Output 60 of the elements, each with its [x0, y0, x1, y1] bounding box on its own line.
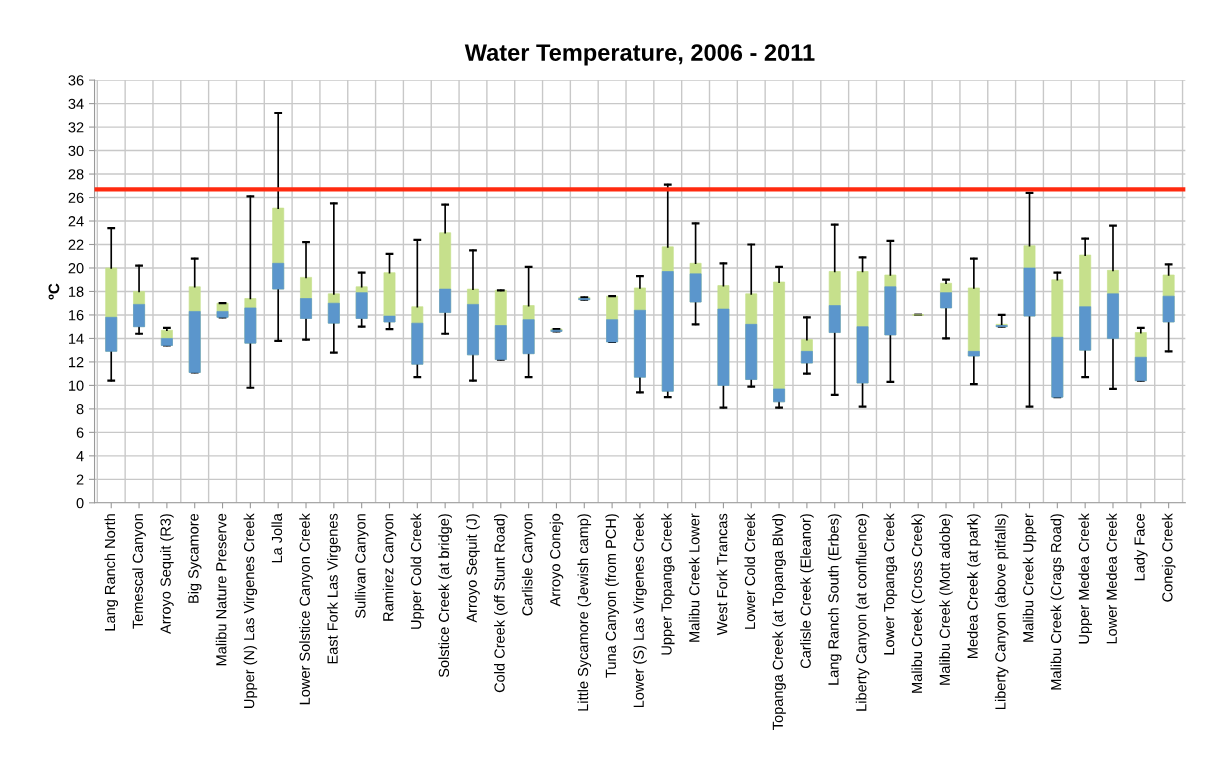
x-tick-label: Cold Creek (off Stunt Road) — [494, 514, 508, 693]
x-tick-label: Malibu Creek Lower — [688, 513, 700, 642]
x-tick-label: Lady Face — [1134, 513, 1148, 581]
y-tick-label: 14 — [69, 333, 84, 344]
y-tick-label: 18 — [69, 286, 84, 297]
x-tick-label: West Fork Trancas — [716, 513, 728, 636]
y-tick-label: 24 — [68, 216, 84, 227]
y-tick-label: 28 — [68, 169, 84, 180]
x-tick-label: Upper (N) Las Virgenes Creek — [243, 513, 258, 708]
x-tick-label: Malibu Creek (Mott adobe) — [939, 514, 953, 685]
x-tick-label: Upper Cold Creek — [410, 513, 425, 629]
y-tick-label: 16 — [69, 310, 84, 321]
y-tick-label: 34 — [68, 98, 84, 110]
x-tick-label: Conejo Creek — [1161, 513, 1176, 602]
y-tick-label: 0 — [76, 497, 84, 509]
y-tick-label: 8 — [76, 403, 84, 415]
y-tick-label: 10 — [69, 380, 84, 391]
y-tick-label: 12 — [69, 357, 84, 368]
x-tick-label: Upper Medea Creek — [1078, 513, 1092, 644]
x-tick-label: Liberty Canyon (above pitfalls) — [994, 514, 1009, 709]
x-tick-label: Little Sycamore (Jewish camp) — [577, 514, 592, 711]
x-tick-label: Medea Creek (at park) — [967, 514, 981, 658]
y-tick-label: 32 — [68, 122, 84, 133]
x-tick-label: Carlisle Creek (Eleanor) — [800, 514, 814, 669]
x-tick-label: Topanga Creek (at Topanga Blvd) — [772, 514, 786, 730]
x-tick-label: Lower Topanga Creek — [883, 513, 898, 655]
y-tick-label: 6 — [76, 427, 84, 438]
x-tick-label: Sullivan Canyon — [354, 514, 369, 618]
x-tick-label: Malibu Creek Upper — [1022, 513, 1037, 642]
y-tick-label: 2 — [76, 474, 84, 485]
x-tick-label: Arroyo Sequit (J) — [466, 514, 480, 623]
x-tick-label: Arroyo Conejo — [549, 513, 564, 607]
x-tick-label: Solstice Creek (at bridge) — [438, 514, 452, 678]
y-tick-label: 4 — [76, 451, 84, 462]
x-tick-label: Liberty Canyon (at confluence) — [855, 514, 870, 711]
y-tick-label: 26 — [68, 192, 84, 203]
y-tick-label: 22 — [68, 239, 84, 250]
x-tick-label: Big Sycamore — [187, 513, 202, 603]
x-tick-label: Lang Ranch South (Erbes) — [827, 514, 842, 685]
y-axis-title: ºC — [48, 283, 60, 300]
x-tick-label: Lower Medea Creek — [1106, 513, 1117, 644]
y-tick-label: 20 — [68, 263, 84, 274]
x-tick-label: Lang Ranch North — [104, 514, 119, 631]
x-tick-label: Malibu Creek (Crags Road) — [1050, 514, 1065, 690]
x-tick-label: Lower Cold Creek — [744, 513, 756, 629]
x-tick-label: Malibu Creek (Cross Creek) — [911, 514, 925, 693]
x-tick-label: Malibu Nature Preserve — [215, 513, 227, 666]
y-tick-label: 36 — [68, 75, 84, 86]
chart-title: Water Temperature, 2006 - 2011 — [464, 44, 815, 66]
x-tick-label: La Jolla — [271, 513, 283, 563]
x-tick-label: Ramirez Canyon — [382, 514, 397, 621]
x-tick-label: Upper Topanga Creek — [660, 513, 675, 655]
x-tick-label: Temescal Canyon — [132, 514, 146, 629]
y-tick-label: 30 — [68, 145, 84, 156]
x-tick-label: Carlisle Canyon — [521, 514, 536, 616]
x-tick-label: East Fork Las Virgenes — [327, 513, 341, 664]
x-tick-label: Lower (S) Las Virgenes Creek — [633, 513, 647, 708]
x-tick-label: Tuna Canyon (from PCH) — [605, 514, 619, 678]
x-tick-label: Arroyo Sequit (R3) — [160, 514, 174, 634]
x-tick-label: Lower Solstice Canyon Creek — [299, 513, 313, 705]
